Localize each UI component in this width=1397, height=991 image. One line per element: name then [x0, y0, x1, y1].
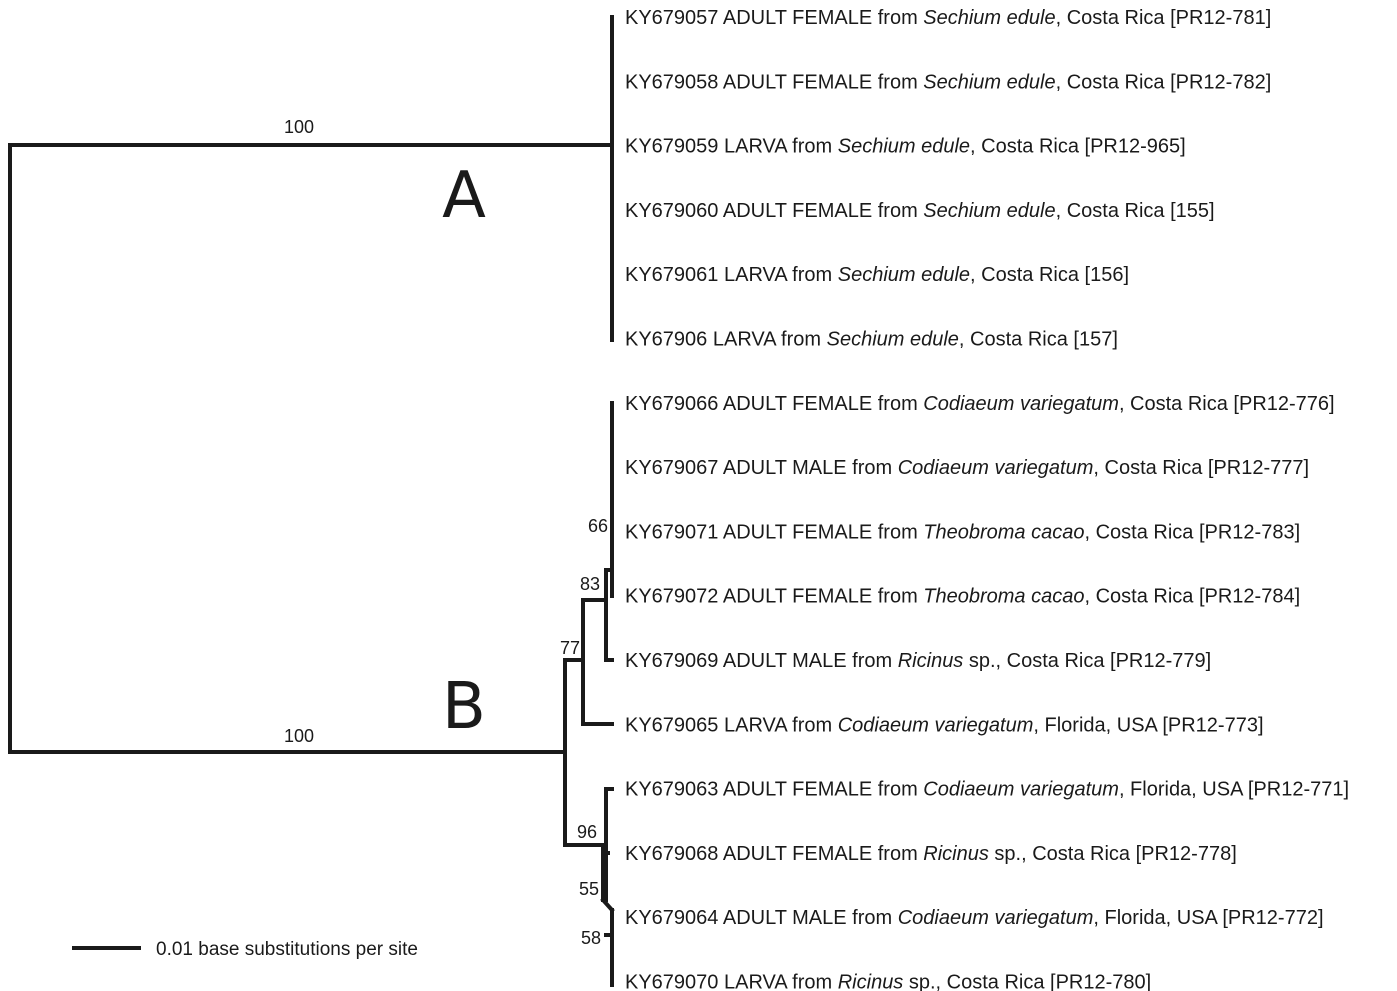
taxon-locality-text: , Costa Rica [157]	[959, 329, 1118, 351]
tree-branches	[8, 15, 615, 987]
taxon-label: KY679058 ADULT FEMALE from Sechium edule…	[625, 71, 1271, 93]
clade-label-a: A	[442, 159, 486, 233]
taxon-host-text: Theobroma cacao	[923, 586, 1084, 608]
taxon-accession-text: KY679071 ADULT FEMALE from	[625, 521, 923, 543]
taxon-accession-text: KY679061 LARVA from	[625, 264, 838, 286]
taxon-label: KY679071 ADULT FEMALE from Theobroma cac…	[625, 521, 1300, 543]
taxon-host-text: Sechium edule	[923, 71, 1055, 93]
taxon-locality-text: , Florida, USA [PR12-771]	[1119, 779, 1349, 801]
taxon-accession-text: KY679069 ADULT MALE from	[625, 650, 898, 672]
taxon-accession-text: KY679068 ADULT FEMALE from	[625, 843, 923, 865]
taxon-accession-text: KY679059 LARVA from	[625, 136, 838, 158]
taxon-label: KY679064 ADULT MALE from Codiaeum varieg…	[625, 907, 1324, 929]
taxon-label: KY679059 LARVA from Sechium edule, Costa…	[625, 136, 1186, 158]
taxon-label: KY679063 ADULT FEMALE from Codiaeum vari…	[625, 779, 1349, 801]
taxon-locality-text: , Costa Rica [156]	[970, 264, 1129, 286]
taxon-accession-text: KY67906 LARVA from	[625, 329, 827, 351]
taxon-locality-text: , Costa Rica [PR12-782]	[1056, 71, 1272, 93]
taxon-label: KY679065 LARVA from Codiaeum variegatum,…	[625, 714, 1264, 736]
scale-bar: 0.01 base substitutions per site	[72, 939, 418, 960]
taxon-host-text: Sechium edule	[838, 136, 970, 158]
taxon-locality-text: , Costa Rica [PR12-777]	[1093, 457, 1309, 479]
taxon-accession-text: KY679057 ADULT FEMALE from	[625, 7, 923, 29]
support-clade-a: 100	[284, 117, 314, 137]
taxon-host-text: Theobroma cacao	[923, 521, 1084, 543]
taxon-accession-text: KY679063 ADULT FEMALE from	[625, 779, 923, 801]
taxon-locality-text: sp., Costa Rica [PR12-780]	[903, 972, 1151, 991]
taxon-label: KY679066 ADULT FEMALE from Codiaeum vari…	[625, 393, 1335, 415]
taxon-locality-text: , Costa Rica [155]	[1056, 200, 1215, 222]
taxon-label: KY679057 ADULT FEMALE from Sechium edule…	[625, 7, 1271, 29]
taxon-locality-text: , Florida, USA [PR12-773]	[1033, 714, 1263, 736]
support-node-96: 96	[577, 822, 597, 842]
taxon-accession-text: KY679066 ADULT FEMALE from	[625, 393, 923, 415]
taxon-label: KY679072 ADULT FEMALE from Theobroma cac…	[625, 586, 1300, 608]
clade-labels: A B	[442, 159, 486, 744]
taxon-host-text: Ricinus	[923, 843, 989, 865]
taxon-locality-text: sp., Costa Rica [PR12-779]	[963, 650, 1211, 672]
taxon-accession-text: KY679064 ADULT MALE from	[625, 907, 898, 929]
taxon-accession-text: KY679060 ADULT FEMALE from	[625, 200, 923, 222]
taxon-accession-text: KY679065 LARVA from	[625, 714, 838, 736]
support-node-55: 55	[579, 879, 599, 899]
taxon-label: KY679061 LARVA from Sechium edule, Costa…	[625, 264, 1129, 286]
taxon-label: KY679068 ADULT FEMALE from Ricinus sp., …	[625, 843, 1237, 865]
taxon-host-text: Sechium edule	[923, 7, 1055, 29]
taxon-label: KY679070 LARVA from Ricinus sp., Costa R…	[625, 972, 1151, 991]
taxon-host-text: Sechium edule	[923, 200, 1055, 222]
taxon-locality-text: , Costa Rica [PR12-781]	[1056, 7, 1272, 29]
taxon-label: KY67906 LARVA from Sechium edule, Costa …	[625, 329, 1118, 351]
taxon-host-text: Codiaeum variegatum	[898, 457, 1094, 479]
support-values: 100 100 66 83 77 96 55 58	[284, 117, 608, 948]
taxon-host-text: Sechium edule	[838, 264, 970, 286]
taxon-labels: KY679057 ADULT FEMALE from Sechium edule…	[625, 7, 1349, 991]
taxon-host-text: Sechium edule	[827, 329, 959, 351]
support-clade-b: 100	[284, 726, 314, 746]
taxon-host-text: Ricinus	[838, 972, 904, 991]
taxon-label: KY679060 ADULT FEMALE from Sechium edule…	[625, 200, 1215, 222]
taxon-host-text: Codiaeum variegatum	[898, 907, 1094, 929]
taxon-accession-text: KY679072 ADULT FEMALE from	[625, 586, 923, 608]
support-node-77: 77	[560, 638, 580, 658]
taxon-locality-text: , Costa Rica [PR12-776]	[1119, 393, 1335, 415]
taxon-accession-text: KY679058 ADULT FEMALE from	[625, 71, 923, 93]
taxon-locality-text: , Costa Rica [PR12-784]	[1084, 586, 1300, 608]
support-node-66: 66	[588, 516, 608, 536]
node-55-link-branch	[600, 897, 615, 913]
taxon-host-text: Ricinus	[898, 650, 964, 672]
taxon-label: KY679069 ADULT MALE from Ricinus sp., Co…	[625, 650, 1211, 672]
scale-bar-label: 0.01 base substitutions per site	[156, 939, 418, 960]
taxon-locality-text: , Costa Rica [PR12-965]	[970, 136, 1186, 158]
taxon-locality-text: sp., Costa Rica [PR12-778]	[989, 843, 1237, 865]
taxon-locality-text: , Florida, USA [PR12-772]	[1093, 907, 1323, 929]
clade-label-b: B	[442, 670, 486, 744]
taxon-host-text: Codiaeum variegatum	[923, 393, 1119, 415]
taxon-host-text: Codiaeum variegatum	[923, 779, 1119, 801]
taxon-accession-text: KY679067 ADULT MALE from	[625, 457, 898, 479]
taxon-accession-text: KY679070 LARVA from	[625, 972, 838, 991]
taxon-label: KY679067 ADULT MALE from Codiaeum varieg…	[625, 457, 1309, 479]
support-node-83: 83	[580, 574, 600, 594]
taxon-locality-text: , Costa Rica [PR12-783]	[1084, 521, 1300, 543]
support-node-58: 58	[581, 928, 601, 948]
taxon-host-text: Codiaeum variegatum	[838, 714, 1034, 736]
